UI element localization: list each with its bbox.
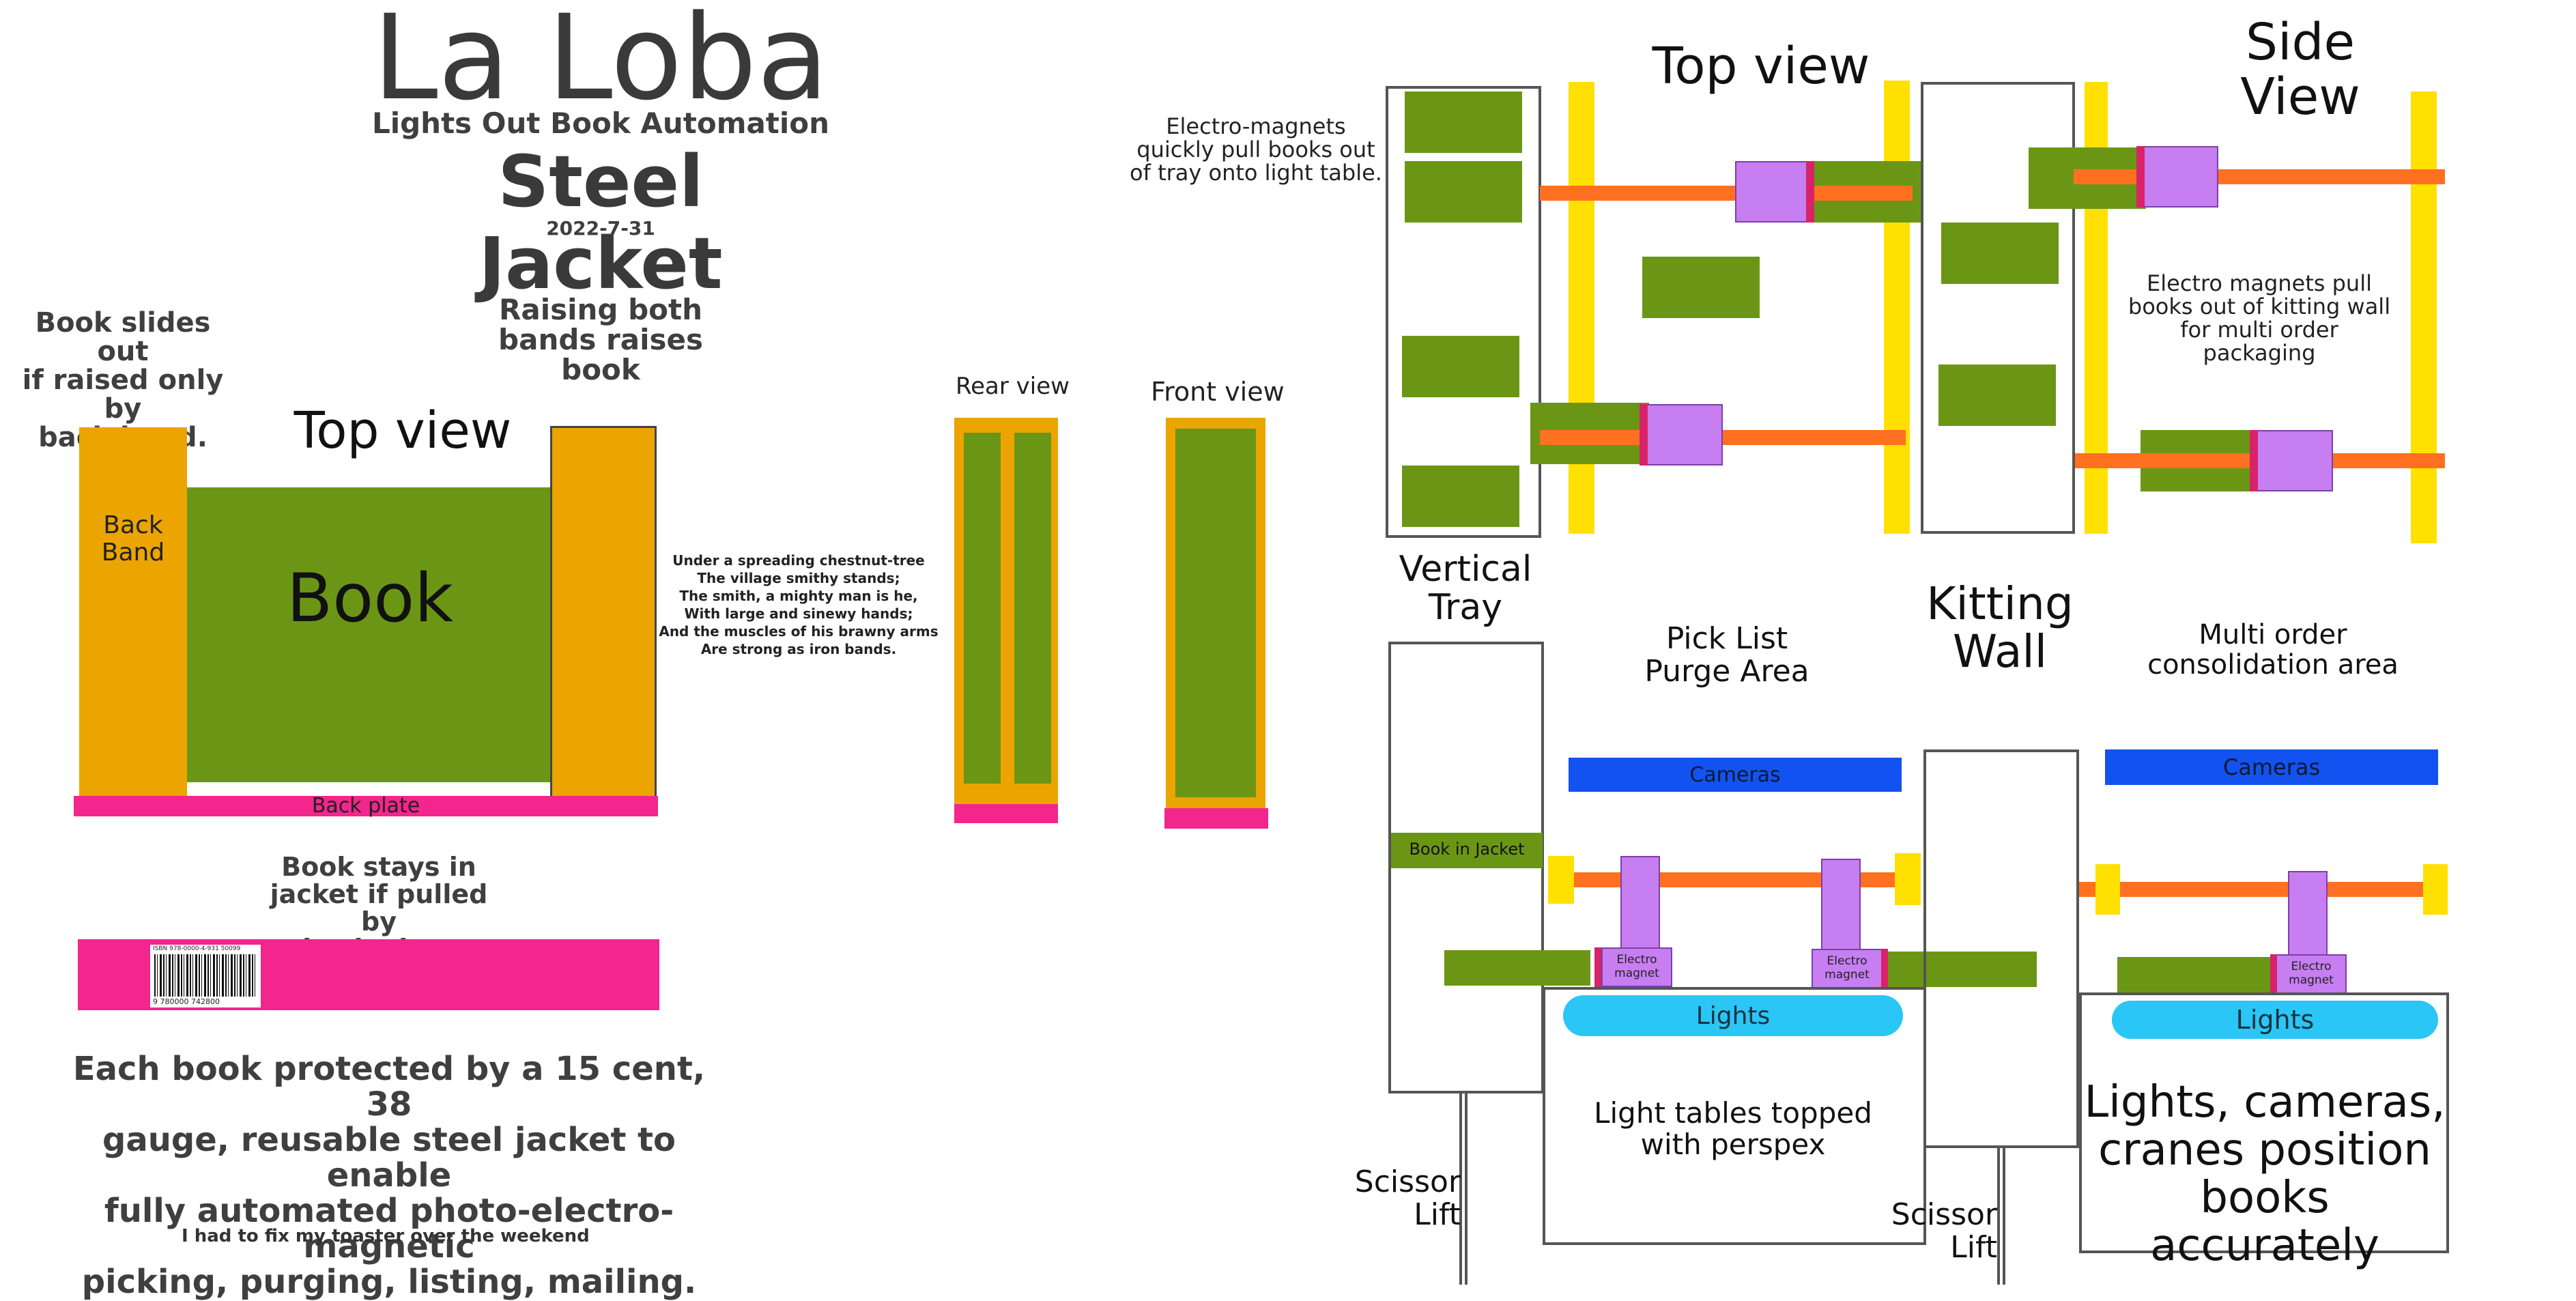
- electro-magnet-2: Electro magnet: [1812, 949, 1883, 988]
- front-view-book: [1175, 429, 1256, 797]
- rear-view-book-left: [964, 433, 1001, 784]
- light-table-book-left: [1444, 950, 1590, 986]
- note-kitting-magnets: Electro magnets pull books out of kittin…: [2128, 270, 2391, 366]
- pick-list-label: Pick List Purge Area: [1644, 621, 1809, 689]
- magnet-stem-2: [1821, 859, 1861, 952]
- cameras-left: Cameras: [1569, 758, 1902, 792]
- rear-view-label: Rear view: [956, 373, 1070, 400]
- scissor-lift-pole-right-2: [2003, 1148, 2005, 1285]
- front-view-jacket: [1166, 418, 1265, 808]
- kitting-wall-side: [1923, 749, 2079, 1148]
- footnote: I had to fix my toaster over the weekend: [182, 1226, 590, 1246]
- scissor-lift-label-left: Scissor Lift: [1354, 1164, 1461, 1232]
- date-label: 2022-7-31: [546, 217, 655, 240]
- magnet-top-4-tip: [2250, 430, 2258, 491]
- vertical-tray-side: [1388, 642, 1544, 1093]
- light-tables-note: Light tables topped with perspex: [1594, 1096, 1872, 1161]
- table-book-2: [1642, 257, 1760, 318]
- subtitle: Lights Out Book Automation: [371, 106, 830, 140]
- rod-end-left-a: [1548, 856, 1574, 904]
- lcc-note: Lights, cameras, cranes position books a…: [2084, 1077, 2446, 1271]
- description: Each book protected by a 15 cent, 38 gau…: [72, 1050, 706, 1301]
- crane-rod-left: [1564, 872, 1915, 887]
- magnet-top-3-tip: [2136, 146, 2145, 208]
- book-in-jacket-label: Book in Jacket: [1409, 840, 1525, 859]
- magnet-stem-1: [1620, 856, 1660, 949]
- rear-view-jacket: [954, 418, 1058, 805]
- vertical-tray-label: Vertical Tray: [1399, 549, 1532, 628]
- note-both-bands: Raising both bands raises book: [498, 293, 703, 386]
- consolidation-table: [2079, 992, 2449, 1253]
- magnet-stem-3: [2288, 871, 2328, 957]
- tray-book-3: [1402, 336, 1519, 397]
- book-label: Book: [287, 560, 453, 638]
- kitting-book-1: [1941, 223, 2059, 284]
- top-view-heading: Top view: [1652, 37, 1870, 96]
- front-view-label: Front view: [1151, 377, 1285, 407]
- back-band: [79, 427, 187, 797]
- main-title: La Loba: [372, 0, 829, 126]
- electro-magnet-1-tip: [1594, 947, 1601, 987]
- crane-rod-2: [1540, 430, 1906, 445]
- kitting-wall-top-view: [1921, 82, 2075, 534]
- barcode: ISBN 978-0000-4-931 50099 9 780000 74280…: [150, 945, 261, 1007]
- electro-magnet-2-tip: [1881, 949, 1888, 988]
- note-electro-magnets: Electro-magnets quickly pull books out o…: [1130, 113, 1382, 186]
- rail-1: [1569, 82, 1594, 534]
- back-band-label: Back Band: [101, 511, 165, 567]
- tray-top-view: [1386, 86, 1541, 538]
- cameras-right: Cameras: [2105, 749, 2438, 785]
- poem-text: Under a spreading chestnut-tree The vill…: [659, 552, 939, 657]
- lights-right: Lights: [2112, 1001, 2438, 1039]
- back-plate-label: Back plate: [311, 794, 420, 818]
- electro-magnet-3-label: Electro magnet: [2289, 960, 2334, 987]
- barcode-bars: [154, 954, 257, 997]
- rail-2: [1884, 81, 1910, 534]
- top-view-label-left: Top view: [294, 401, 512, 460]
- magnet-top-2-tip: [1640, 404, 1648, 466]
- rear-view-plate: [954, 804, 1058, 823]
- rail-4: [2411, 91, 2437, 543]
- crane-rod-1: [1540, 186, 1913, 201]
- tray-book-1: [1405, 91, 1522, 153]
- rod-end-right-b: [2423, 864, 2448, 915]
- tray-book-4: [1402, 466, 1519, 527]
- lights-left: Lights: [1563, 995, 1903, 1036]
- electro-magnet-3-tip: [2270, 954, 2277, 994]
- electro-magnet-1-label: Electro magnet: [1614, 953, 1659, 980]
- scissor-lift-pole-right-1: [1997, 1148, 2000, 1285]
- book-in-jacket: [1391, 833, 1543, 868]
- back-plate: [74, 796, 658, 816]
- consolidation-book: [2117, 957, 2278, 992]
- electro-magnet-1: Electro magnet: [1601, 947, 1672, 987]
- light-table-book-right: [1885, 952, 2037, 987]
- tray-book-2: [1405, 161, 1522, 223]
- jacket-title: Steel Jacket: [478, 140, 723, 305]
- magnet-top-4: [2257, 430, 2333, 491]
- kitting-wall-label: Kitting Wall: [1926, 577, 2074, 678]
- scissor-lift-pole-left-2: [1465, 1093, 1468, 1285]
- rod-end-right-a: [2095, 864, 2120, 915]
- magnet-top-1-tip: [1806, 161, 1814, 223]
- scissor-lift-pole-left-1: [1459, 1093, 1462, 1285]
- crane-rod-3: [2074, 169, 2445, 184]
- rear-view-book-right: [1014, 433, 1051, 784]
- multi-order-label: Multi order consolidation area: [2147, 619, 2399, 681]
- kitting-book-2: [1938, 364, 2056, 426]
- electro-magnet-2-label: Electro magnet: [1824, 954, 1870, 982]
- magnet-top-1: [1735, 161, 1812, 223]
- magnet-top-3: [2142, 146, 2218, 208]
- front-band: [550, 426, 657, 800]
- magnet-top-2: [1646, 404, 1723, 466]
- crane-rod-right: [2079, 882, 2437, 897]
- book-shape: [187, 487, 553, 782]
- barcode-top-text: ISBN 978-0000-4-931 50099: [153, 945, 241, 952]
- rod-end-left-b: [1895, 853, 1921, 905]
- scissor-lift-label-right: Scissor Lift: [1891, 1197, 1997, 1265]
- side-view-heading: Side View: [2240, 13, 2360, 126]
- barcode-bottom-text: 9 780000 742800: [153, 997, 220, 1006]
- front-view-plate: [1164, 808, 1268, 829]
- electro-magnet-3: Electro magnet: [2276, 954, 2347, 994]
